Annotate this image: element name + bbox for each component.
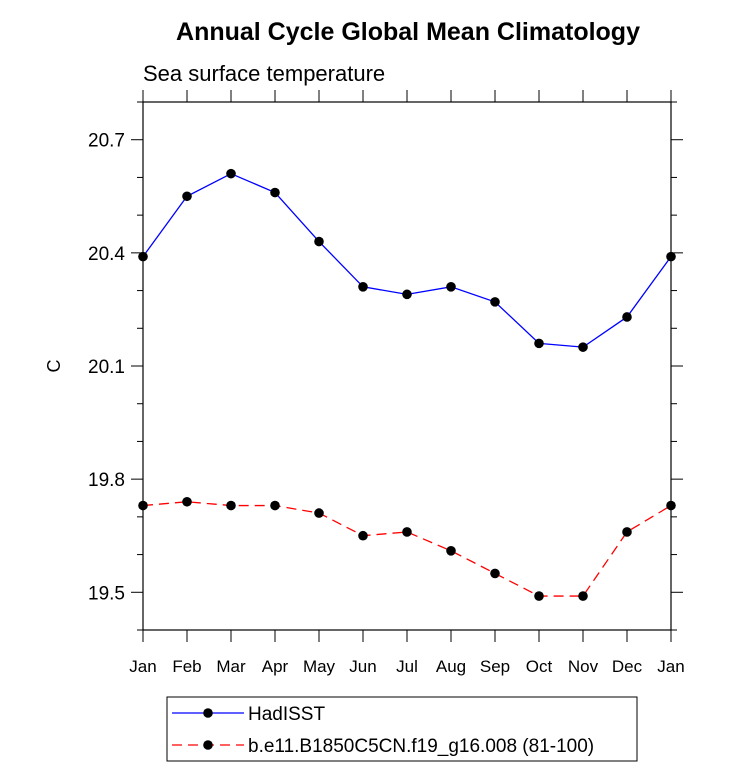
series-point bbox=[446, 546, 456, 556]
legend-marker bbox=[203, 740, 213, 750]
y-tick-label: 20.1 bbox=[88, 357, 125, 378]
series-point bbox=[226, 500, 236, 511]
series-point bbox=[534, 591, 544, 601]
series-point bbox=[622, 312, 632, 322]
x-tick-label: Nov bbox=[568, 657, 599, 676]
legend-entry: HadISST bbox=[248, 704, 325, 725]
legend-entry: b.e11.B1850C5CN.f19_g16.008 (81-100) bbox=[248, 736, 594, 757]
series-point bbox=[182, 191, 192, 202]
series-point bbox=[314, 508, 324, 518]
series-point bbox=[490, 297, 500, 307]
series-line bbox=[142, 172, 672, 348]
chart-title: Annual Cycle Global Mean Climatology bbox=[176, 18, 640, 46]
y-tick-label: 20.4 bbox=[88, 244, 125, 265]
x-tick-label: Jul bbox=[396, 657, 418, 676]
x-tick-label: May bbox=[303, 657, 336, 676]
y-axis-label: C bbox=[44, 360, 64, 373]
x-tick-label: Mar bbox=[216, 657, 246, 676]
axis-ticks bbox=[131, 90, 683, 642]
series-point bbox=[666, 251, 676, 262]
y-tick-label: 19.8 bbox=[88, 470, 125, 491]
series-point bbox=[402, 527, 412, 537]
series-point bbox=[182, 496, 192, 507]
series-point bbox=[402, 289, 412, 300]
x-tick-labels: Jan Feb Mar Apr May Jun Jul Aug Sep Oct Nov Dec Jan bbox=[129, 657, 684, 676]
series-point bbox=[138, 251, 148, 262]
series-point bbox=[138, 500, 148, 511]
y-tick-label: 20.7 bbox=[88, 131, 125, 152]
series-point bbox=[578, 342, 588, 352]
series-point bbox=[578, 591, 588, 601]
legend bbox=[166, 696, 638, 762]
x-tick-label: Jun bbox=[349, 657, 376, 676]
series-point bbox=[270, 187, 280, 198]
y-tick-label: 19.5 bbox=[88, 583, 125, 604]
series-point bbox=[226, 168, 236, 179]
x-tick-label: Dec bbox=[612, 657, 643, 676]
series-layer bbox=[138, 168, 676, 601]
x-tick-label: Apr bbox=[262, 657, 289, 676]
chart-subtitle: Sea surface temperature bbox=[143, 61, 385, 86]
legend-marker bbox=[203, 708, 213, 718]
series-point bbox=[270, 500, 280, 511]
series-point bbox=[666, 500, 676, 511]
plot-area bbox=[142, 101, 672, 631]
x-tick-label: Jan bbox=[129, 657, 156, 676]
series-point bbox=[622, 527, 632, 537]
x-tick-label: Sep bbox=[480, 657, 510, 676]
series-point bbox=[490, 568, 500, 579]
x-tick-label: Aug bbox=[436, 657, 466, 676]
x-tick-label: Feb bbox=[172, 657, 201, 676]
series-point bbox=[314, 236, 324, 247]
x-tick-label: Oct bbox=[526, 657, 553, 676]
legend-items: HadISST b.e11.B1850C5CN.f19_g16.008 (81-1… bbox=[172, 704, 594, 757]
x-tick-label: Jan bbox=[657, 657, 684, 676]
series-point bbox=[534, 338, 544, 349]
series-point bbox=[358, 530, 368, 541]
series-point bbox=[358, 282, 368, 292]
series-point bbox=[446, 282, 456, 292]
series-line bbox=[142, 501, 672, 597]
y-tick-labels: 19.5 19.8 20.1 20.4 20.7 bbox=[88, 131, 125, 605]
